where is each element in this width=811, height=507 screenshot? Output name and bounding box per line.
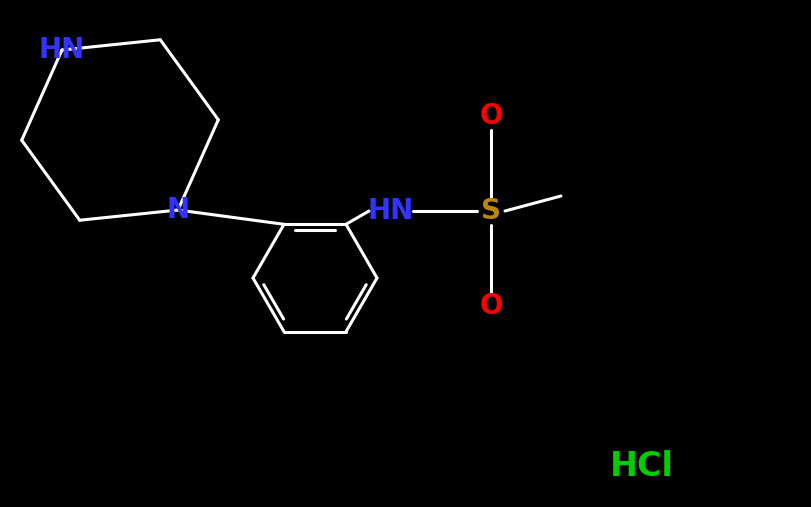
- Text: O: O: [478, 102, 502, 130]
- Text: HCl: HCl: [609, 450, 673, 483]
- Text: O: O: [478, 292, 502, 320]
- Text: HN: HN: [367, 197, 414, 225]
- Text: HN: HN: [39, 36, 85, 64]
- Text: S: S: [480, 197, 500, 225]
- Text: N: N: [166, 196, 189, 224]
